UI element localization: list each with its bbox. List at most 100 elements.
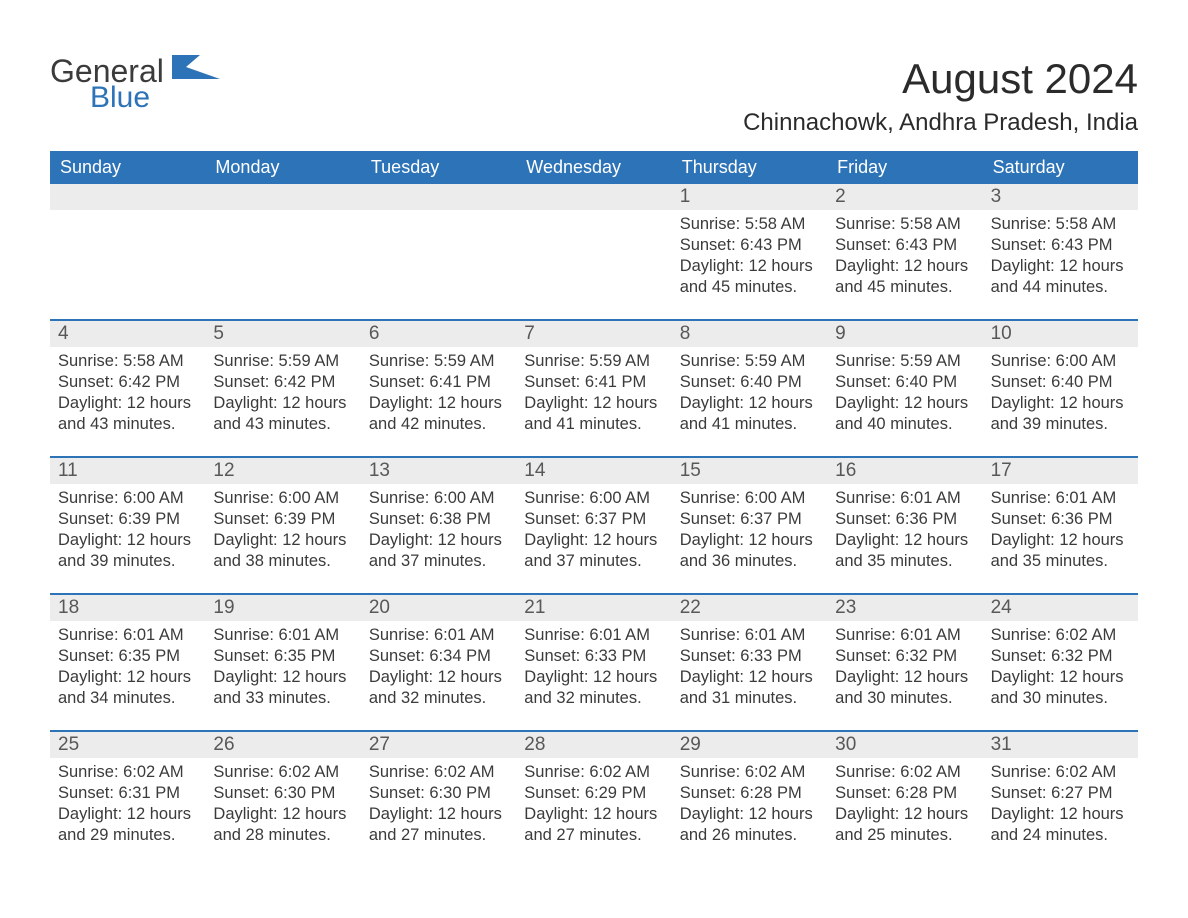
daylight-line2: and 34 minutes. [58, 688, 197, 709]
daylight-line2: and 31 minutes. [680, 688, 819, 709]
sunset-text: Sunset: 6:34 PM [369, 646, 508, 667]
day-detail: Sunrise: 5:58 AMSunset: 6:42 PMDaylight:… [50, 347, 205, 447]
day-detail: Sunrise: 6:02 AMSunset: 6:27 PMDaylight:… [983, 758, 1138, 858]
day-detail: Sunrise: 6:01 AMSunset: 6:36 PMDaylight:… [983, 484, 1138, 584]
weeks-container: 1 23 Sunrise: 5:58 AM Sunset: 6:43 PM Daylig… [50, 184, 1138, 858]
daylight-line2: and 36 minutes. [680, 551, 819, 572]
sunset-text: Sunset: 6:36 PM [835, 509, 974, 530]
day-detail: Sunrise: 6:02 AMSunset: 6:29 PMDaylight:… [516, 758, 671, 858]
daylight-line1: Daylight: 12 hours [835, 804, 974, 825]
calendar-week: 25262728293031Sunrise: 6:02 AMSunset: 6:… [50, 730, 1138, 858]
day-number: 20 [361, 595, 516, 621]
day-detail: Sunrise: 6:01 AMSunset: 6:33 PMDaylight:… [672, 621, 827, 721]
daylight-line1: Daylight: 12 hours [524, 667, 663, 688]
daylight-line2: and 35 minutes. [991, 551, 1130, 572]
daylight-line2: and 41 minutes. [524, 414, 663, 435]
dow-saturday: Saturday [983, 151, 1138, 184]
sunset-text: Sunset: 6:32 PM [835, 646, 974, 667]
sunset-text: Sunset: 6:35 PM [58, 646, 197, 667]
day-detail: Sunrise: 5:59 AMSunset: 6:40 PMDaylight:… [672, 347, 827, 447]
logo-text-block: General Blue [50, 55, 220, 115]
day-detail [205, 210, 360, 310]
daylight-line2: and 35 minutes. [835, 551, 974, 572]
daylight-line1: Daylight: 12 hours [524, 804, 663, 825]
sunset-text: Sunset: 6:43 PM [680, 235, 819, 256]
daylight-line1: Daylight: 12 hours [835, 256, 974, 277]
daylight-line2: and 43 minutes. [58, 414, 197, 435]
sunrise-text: Sunrise: 6:01 AM [524, 625, 663, 646]
sunrise-text: Sunrise: 5:59 AM [369, 351, 508, 372]
daylight-line2: and 33 minutes. [213, 688, 352, 709]
day-detail: Sunrise: 6:02 AMSunset: 6:28 PMDaylight:… [827, 758, 982, 858]
day-number: 2 [827, 184, 982, 210]
day-number: 14 [516, 458, 671, 484]
day-number: 13 [361, 458, 516, 484]
daylight-line1: Daylight: 12 hours [213, 804, 352, 825]
sunset-text: Sunset: 6:38 PM [369, 509, 508, 530]
daylight-line2: and 41 minutes. [680, 414, 819, 435]
day-number: 17 [983, 458, 1138, 484]
daylight-line2: and 39 minutes. [991, 414, 1130, 435]
daylight-line1: Daylight: 12 hours [680, 393, 819, 414]
sunrise-text: Sunrise: 6:02 AM [680, 762, 819, 783]
daylight-line1: Daylight: 12 hours [524, 393, 663, 414]
daylight-line1: Daylight: 12 hours [991, 530, 1130, 551]
sunset-text: Sunset: 6:40 PM [991, 372, 1130, 393]
sunrise-text: Sunrise: 6:00 AM [524, 488, 663, 509]
dow-wednesday: Wednesday [516, 151, 671, 184]
sunset-text: Sunset: 6:41 PM [524, 372, 663, 393]
sunset-text: Sunset: 6:40 PM [835, 372, 974, 393]
daylight-line1: Daylight: 12 hours [680, 667, 819, 688]
sunrise-text: Sunrise: 5:58 AM [58, 351, 197, 372]
day-number: 23 [827, 595, 982, 621]
daylight-line1: Daylight: 12 hours [680, 804, 819, 825]
title-block: August 2024 Chinnachowk, Andhra Pradesh,… [743, 55, 1138, 137]
day-number: 27 [361, 732, 516, 758]
day-number: 16 [827, 458, 982, 484]
day-number: 5 [205, 321, 360, 347]
daylight-line1: Daylight: 12 hours [991, 393, 1130, 414]
daylight-line1: Daylight: 12 hours [835, 667, 974, 688]
daylight-line2: and 32 minutes. [524, 688, 663, 709]
daylight-line1: Daylight: 12 hours [213, 530, 352, 551]
sunrise-text: Sunrise: 5:59 AM [213, 351, 352, 372]
day-number [516, 184, 671, 210]
day-detail [361, 210, 516, 310]
daylight-line2: and 28 minutes. [213, 825, 352, 846]
daylight-line2: and 29 minutes. [58, 825, 197, 846]
calendar-grid: Sunday Monday Tuesday Wednesday Thursday… [50, 151, 1138, 858]
sunset-text: Sunset: 6:39 PM [58, 509, 197, 530]
day-detail: Sunrise: 6:02 AMSunset: 6:31 PMDaylight:… [50, 758, 205, 858]
day-number: 1 [672, 184, 827, 210]
daylight-line1: Daylight: 12 hours [213, 393, 352, 414]
sunrise-text: Sunrise: 6:02 AM [213, 762, 352, 783]
day-number: 11 [50, 458, 205, 484]
day-number: 30 [827, 732, 982, 758]
daylight-line1: Daylight: 12 hours [991, 667, 1130, 688]
sunrise-text: Sunrise: 6:01 AM [58, 625, 197, 646]
day-number: 19 [205, 595, 360, 621]
sunset-text: Sunset: 6:27 PM [991, 783, 1130, 804]
sunrise-text: Sunrise: 6:02 AM [991, 625, 1130, 646]
day-detail: Sunrise: 6:00 AMSunset: 6:39 PMDaylight:… [205, 484, 360, 584]
sunset-text: Sunset: 6:43 PM [991, 235, 1130, 256]
sunrise-text: Sunrise: 5:59 AM [680, 351, 819, 372]
daylight-line2: and 30 minutes. [835, 688, 974, 709]
sunset-text: Sunset: 6:29 PM [524, 783, 663, 804]
sunrise-text: Sunrise: 6:00 AM [213, 488, 352, 509]
sunset-text: Sunset: 6:28 PM [835, 783, 974, 804]
dow-tuesday: Tuesday [361, 151, 516, 184]
dow-friday: Friday [827, 151, 982, 184]
sunset-text: Sunset: 6:33 PM [680, 646, 819, 667]
day-number: 8 [672, 321, 827, 347]
day-detail: Sunrise: 5:59 AMSunset: 6:40 PMDaylight:… [827, 347, 982, 447]
sunset-text: Sunset: 6:35 PM [213, 646, 352, 667]
sunrise-text: Sunrise: 6:01 AM [369, 625, 508, 646]
daylight-line1: Daylight: 12 hours [991, 804, 1130, 825]
day-detail: Sunrise: 6:00 AMSunset: 6:37 PMDaylight:… [672, 484, 827, 584]
daylight-line1: Daylight: 12 hours [58, 530, 197, 551]
sunrise-text: Sunrise: 6:01 AM [835, 488, 974, 509]
daylight-line2: and 32 minutes. [369, 688, 508, 709]
day-number: 22 [672, 595, 827, 621]
day-number: 9 [827, 321, 982, 347]
